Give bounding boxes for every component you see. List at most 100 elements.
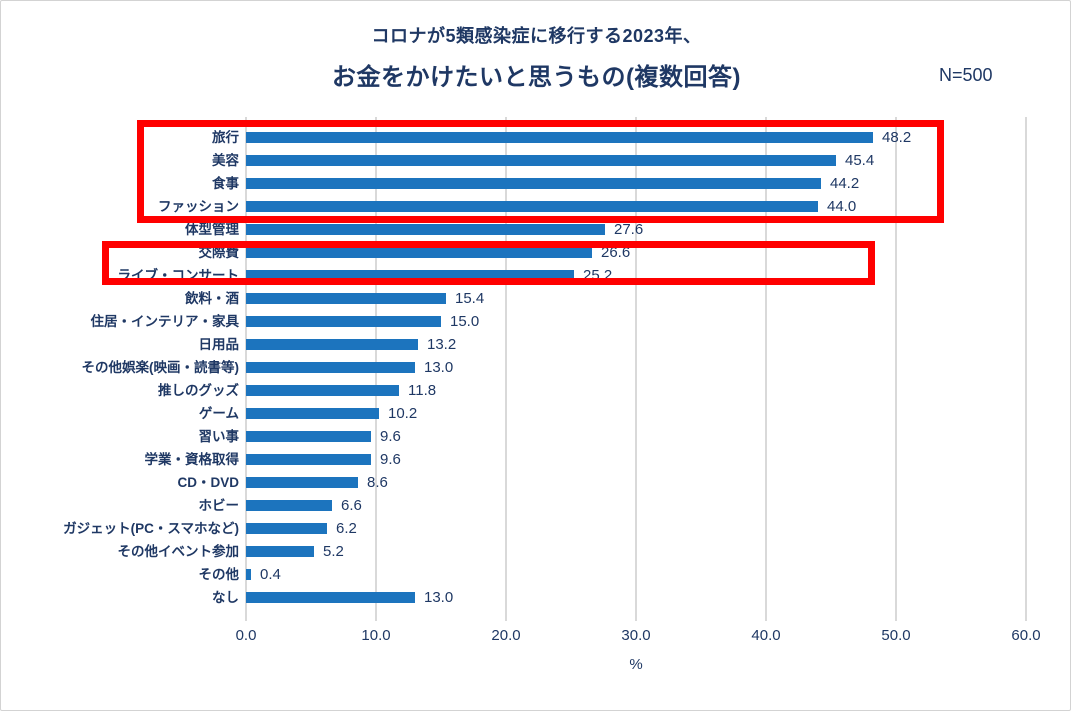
value-label: 25.2 [583, 267, 613, 284]
bar [246, 224, 605, 235]
x-axis-tick: 20.0 [491, 627, 521, 644]
category-label: ゲーム [198, 406, 239, 421]
category-label: 体型管理 [185, 222, 239, 237]
bar-row: 交際費 26.6 [1, 241, 1070, 264]
bar [246, 385, 399, 396]
bar-row: ホビー 6.6 [1, 494, 1070, 517]
value-label: 27.6 [614, 221, 644, 238]
x-axis-tick: 50.0 [881, 627, 911, 644]
bar [246, 546, 314, 557]
bar [246, 316, 441, 327]
bar [246, 592, 415, 603]
bar [246, 523, 327, 534]
x-axis-tick: 40.0 [751, 627, 781, 644]
bar-row: ゲーム 10.2 [1, 402, 1070, 425]
bar [246, 408, 379, 419]
bar-row: ガジェット(PC・スマホなど) 6.2 [1, 517, 1070, 540]
category-label: 旅行 [212, 130, 239, 145]
category-label: ライブ・コンサート [117, 268, 240, 283]
bar-row: 学業・資格取得 9.6 [1, 448, 1070, 471]
gridline [765, 117, 767, 621]
value-label: 48.2 [882, 129, 912, 146]
bar-row: なし 13.0 [1, 586, 1070, 609]
bar [246, 454, 371, 465]
value-label: 15.4 [455, 290, 485, 307]
bar [246, 339, 418, 350]
bar [246, 293, 446, 304]
category-label: その他娯楽(映画・読書等) [81, 360, 240, 375]
bar-row: 飲料・酒 15.4 [1, 287, 1070, 310]
bar-row: 推しのグッズ 11.8 [1, 379, 1070, 402]
category-label: なし [212, 590, 239, 605]
category-label: 交際費 [198, 245, 240, 260]
bar-row: 食事 44.2 [1, 172, 1070, 195]
bar-row: 住居・インテリア・家具 15.0 [1, 310, 1070, 333]
bar-row: 習い事 9.6 [1, 425, 1070, 448]
category-label: 食事 [212, 176, 239, 191]
bar [246, 270, 574, 281]
value-label: 0.4 [260, 566, 281, 583]
bar-row: CD・DVD 8.6 [1, 471, 1070, 494]
value-label: 9.6 [380, 451, 401, 468]
bar [246, 477, 358, 488]
bar [246, 201, 818, 212]
bar-row: その他娯楽(映画・読書等) 13.0 [1, 356, 1070, 379]
value-label: 6.2 [336, 520, 357, 537]
category-label: 日用品 [198, 337, 240, 352]
x-axis-label: % [629, 656, 643, 673]
sample-size-label: N=500 [939, 65, 993, 85]
value-label: 8.6 [367, 474, 388, 491]
category-label: ガジェット(PC・スマホなど) [63, 521, 239, 536]
value-label: 13.2 [427, 336, 457, 353]
bar [246, 362, 415, 373]
category-label: ホビー [198, 498, 240, 513]
category-label: 美容 [212, 153, 239, 168]
chart-title: お金をかけたいと思うもの(複数回答) [332, 64, 741, 91]
x-axis-tick: 10.0 [361, 627, 391, 644]
bar-row: その他 0.4 [1, 563, 1070, 586]
value-label: 10.2 [388, 405, 418, 422]
bar [246, 569, 251, 580]
value-label: 26.6 [601, 244, 631, 261]
bar-row: 日用品 13.2 [1, 333, 1070, 356]
bar-row: 体型管理 27.6 [1, 218, 1070, 241]
chart-subtitle: コロナが5類感染症に移行する2023年、 [371, 26, 702, 46]
category-label: 習い事 [198, 429, 240, 444]
bar-row: 旅行 48.2 [1, 126, 1070, 149]
category-label: 飲料・酒 [185, 291, 239, 306]
category-label: 住居・インテリア・家具 [90, 314, 240, 329]
x-axis-tick: 60.0 [1011, 627, 1041, 644]
bar-row: その他イベント参加 5.2 [1, 540, 1070, 563]
value-label: 11.8 [408, 382, 437, 399]
value-label: 9.6 [380, 428, 401, 445]
category-label: CD・DVD [177, 475, 239, 490]
category-label: ファッション [158, 199, 239, 214]
bar [246, 500, 332, 511]
value-label: 13.0 [424, 359, 454, 376]
gridline [895, 117, 897, 621]
value-label: 5.2 [323, 543, 344, 560]
gridline [1025, 117, 1027, 621]
bar [246, 132, 873, 143]
category-label: その他イベント参加 [117, 544, 240, 559]
value-label: 45.4 [845, 152, 875, 169]
category-label: その他 [198, 567, 240, 582]
value-label: 44.0 [827, 198, 857, 215]
category-label: 学業・資格取得 [144, 452, 240, 467]
bar-row: ファッション 44.0 [1, 195, 1070, 218]
bar-rows: 旅行 48.2 美容 45.4 食事 44.2 ファッション 44.0 体型管理 27.6 交際費 2… [1, 126, 1070, 609]
gridline [635, 117, 637, 621]
value-label: 13.0 [424, 589, 454, 606]
bar [246, 247, 592, 258]
category-label: 推しのグッズ [158, 383, 239, 398]
bar [246, 178, 821, 189]
x-axis-tick: 30.0 [621, 627, 651, 644]
x-axis-tick: 0.0 [235, 627, 257, 644]
value-label: 44.2 [830, 175, 860, 192]
bar [246, 431, 371, 442]
gridline [505, 117, 507, 621]
value-label: 15.0 [450, 313, 480, 330]
bar-row: 美容 45.4 [1, 149, 1070, 172]
